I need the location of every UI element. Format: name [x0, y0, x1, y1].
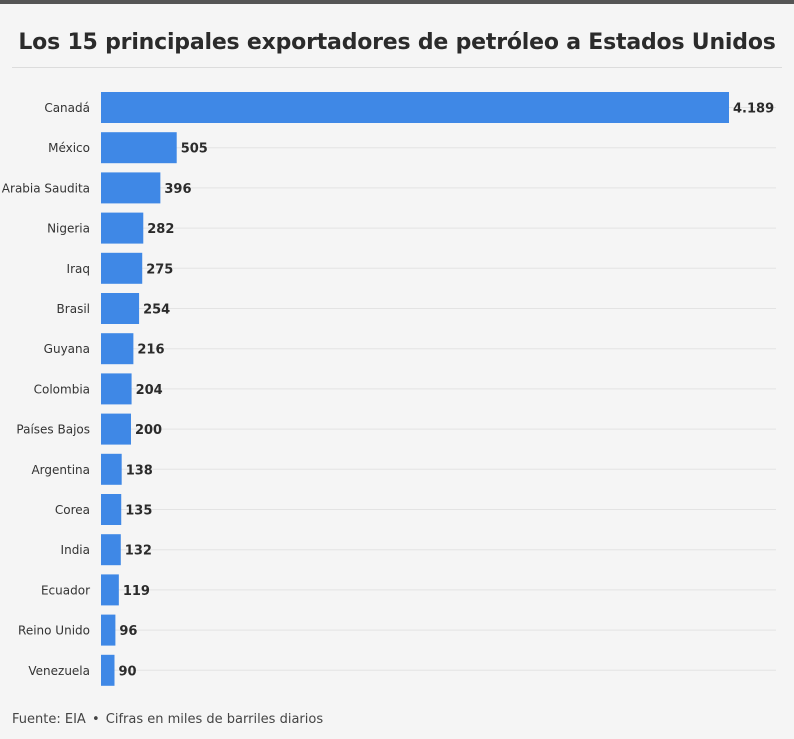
category-label-guyana: Guyana — [44, 342, 90, 356]
footer-source: Fuente: EIA — [12, 712, 86, 727]
value-label-iraq: 275 — [146, 262, 173, 277]
top-rule — [0, 0, 794, 4]
value-label-nigeria: 282 — [147, 222, 174, 237]
value-label-ecuador: 119 — [123, 584, 150, 599]
category-label-mexico: México — [48, 141, 90, 155]
value-label-colombia: 204 — [136, 383, 163, 398]
footer-separator: • — [91, 712, 100, 727]
value-label-paises-bajos: 200 — [135, 423, 162, 438]
category-label-arabia-saudita: Arabia Saudita — [2, 181, 90, 195]
bar-mexico — [101, 132, 177, 164]
category-label-iraq: Iraq — [67, 262, 90, 276]
footer: Fuente: EIA • Cifras en miles de barrile… — [12, 712, 323, 727]
category-label-colombia: Colombia — [34, 382, 90, 396]
bar-colombia — [101, 373, 132, 405]
bar-ecuador — [101, 574, 119, 606]
chart-title: Los 15 principales exportadores de petró… — [18, 30, 776, 55]
value-label-reino-unido: 96 — [119, 624, 137, 639]
category-label-reino-unido: Reino Unido — [18, 624, 90, 638]
value-label-india: 132 — [125, 544, 152, 559]
category-label-corea: Corea — [55, 503, 90, 517]
category-label-argentina: Argentina — [31, 463, 90, 477]
value-label-venezuela: 90 — [118, 664, 136, 679]
bar-nigeria — [101, 212, 144, 244]
bar-canada — [101, 92, 729, 123]
bar-arabia-saudita — [101, 172, 161, 204]
bar-reino-unido — [101, 614, 116, 646]
category-label-brasil: Brasil — [57, 302, 90, 316]
category-label-canada: Canadá — [44, 101, 90, 115]
footer-note: Cifras en miles de barriles diarios — [105, 712, 324, 727]
category-label-india: India — [61, 543, 90, 557]
value-label-canada: 4.189 — [733, 102, 774, 117]
bar-chart: Canadá 4.189 México 505 Arabia Saudita 396 Nig… — [2, 92, 776, 686]
value-label-arabia-saudita: 396 — [164, 182, 191, 197]
bar-argentina — [101, 453, 122, 485]
bar-guyana — [101, 333, 134, 365]
title-divider — [12, 67, 782, 68]
bar-venezuela — [101, 654, 115, 686]
bar-iraq — [101, 252, 143, 284]
value-label-guyana: 216 — [137, 343, 164, 358]
category-label-paises-bajos: Países Bajos — [16, 423, 90, 437]
category-label-ecuador: Ecuador — [41, 583, 90, 597]
value-label-argentina: 138 — [126, 463, 153, 478]
category-label-venezuela: Venezuela — [28, 664, 90, 678]
bar-corea — [101, 494, 122, 525]
bar-india — [101, 534, 121, 566]
bar-paises-bajos — [101, 413, 131, 445]
value-label-brasil: 254 — [143, 303, 170, 318]
value-label-mexico: 505 — [181, 142, 208, 157]
value-label-corea: 135 — [125, 504, 152, 519]
bar-brasil — [101, 293, 140, 324]
category-label-nigeria: Nigeria — [47, 222, 90, 236]
